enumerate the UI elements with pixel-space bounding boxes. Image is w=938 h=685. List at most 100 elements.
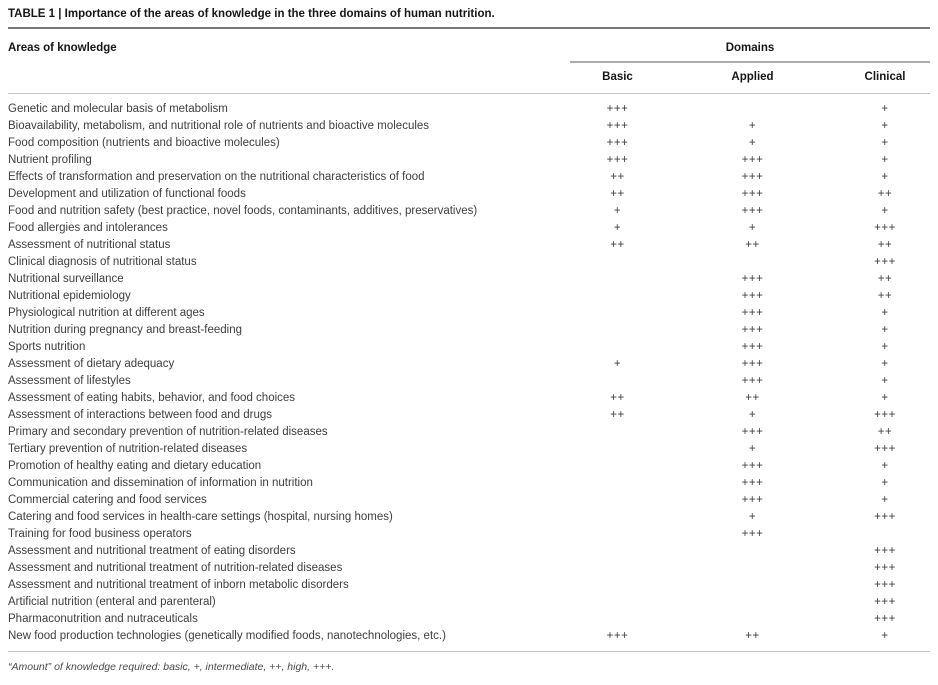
area-cell: Tertiary prevention of nutrition-related… <box>8 443 248 455</box>
applied-value-cell <box>665 611 840 628</box>
basic-value-cell <box>570 560 665 577</box>
table-row: Assessment and nutritional treatment of … <box>8 577 930 594</box>
table-row: Food composition (nutrients and bioactiv… <box>8 135 930 152</box>
basic-value-cell: +++ <box>606 137 629 149</box>
applied-value-cell: ++ <box>745 392 760 404</box>
clinical-value-cell: +++ <box>874 579 896 591</box>
table-row: Nutrient profiling +++ +++ + <box>8 152 930 169</box>
area-cell: Physiological nutrition at different age… <box>8 307 205 319</box>
applied-value-cell: +++ <box>741 290 764 302</box>
applied-value-cell: +++ <box>741 324 764 336</box>
clinical-value-cell: ++ <box>877 273 893 285</box>
footer-rule <box>8 651 930 652</box>
applied-value-cell: ++ <box>745 630 760 642</box>
table-row: Tertiary prevention of nutrition-related… <box>8 441 930 458</box>
basic-value-cell <box>570 305 665 322</box>
basic-value-cell <box>570 492 665 509</box>
table-row: Genetic and molecular basis of metabolis… <box>8 94 930 118</box>
clinical-value-cell: + <box>881 307 889 319</box>
basic-value-cell <box>570 611 665 628</box>
clinical-value-cell: ++ <box>877 426 893 438</box>
area-cell: Food and nutrition safety (best practice… <box>8 205 478 217</box>
clinical-value-cell: ++ <box>877 239 893 251</box>
clinical-value-cell: + <box>881 137 889 149</box>
basic-value-cell: +++ <box>606 630 629 642</box>
table-row: Assessment of nutritional status ++ ++ ++ <box>8 237 930 254</box>
basic-value-cell: +++ <box>606 154 629 166</box>
table-row: Development and utilization of functiona… <box>8 186 930 203</box>
basic-value-cell <box>570 373 665 390</box>
table-row: Assessment of interactions between food … <box>8 407 930 424</box>
basic-value-cell <box>570 543 665 560</box>
basic-value-cell <box>570 339 665 356</box>
table-row: Training for food business operators +++ <box>8 526 930 543</box>
clinical-value-cell: +++ <box>874 256 896 268</box>
clinical-value-cell: +++ <box>874 613 896 625</box>
area-cell: Effects of transformation and preservati… <box>8 171 425 183</box>
table-row: Promotion of healthy eating and dietary … <box>8 458 930 475</box>
applied-value-cell: + <box>748 120 757 132</box>
area-cell: Assessment and nutritional treatment of … <box>8 579 349 591</box>
area-cell: New food production technologies (geneti… <box>8 630 446 642</box>
area-cell: Assessment of eating habits, behavior, a… <box>8 392 296 404</box>
basic-value-cell: + <box>613 222 622 234</box>
applied-value-cell <box>665 94 840 118</box>
basic-value-cell <box>570 254 665 271</box>
title-rule <box>8 27 930 29</box>
applied-value-cell: +++ <box>741 188 764 200</box>
area-cell: Nutrient profiling <box>8 154 92 166</box>
applied-value-cell: +++ <box>741 358 764 370</box>
clinical-value-cell: + <box>881 494 889 506</box>
applied-value-cell: + <box>748 409 757 421</box>
basic-value-cell <box>570 288 665 305</box>
applied-value-cell: + <box>748 511 757 523</box>
area-cell: Catering and food services in health-car… <box>8 511 393 523</box>
basic-value-cell <box>570 577 665 594</box>
table-row: Sports nutrition +++ + <box>8 339 930 356</box>
basic-value-cell <box>570 475 665 492</box>
basic-value-cell <box>570 271 665 288</box>
table-header: Areas of knowledge Domains Basic Applied… <box>8 29 930 94</box>
clinical-value-cell: + <box>881 120 889 132</box>
clinical-value-cell <box>840 526 930 543</box>
table-row: New food production technologies (geneti… <box>8 628 930 648</box>
basic-value-cell: + <box>613 358 622 370</box>
table-row: Food and nutrition safety (best practice… <box>8 203 930 220</box>
clinical-value-cell: + <box>881 477 889 489</box>
applied-value-cell: + <box>748 222 757 234</box>
area-cell: Communication and dissemination of infor… <box>8 477 313 489</box>
clinical-value-cell: + <box>881 154 889 166</box>
area-cell: Development and utilization of functiona… <box>8 188 246 200</box>
area-cell: Assessment of lifestyles <box>8 375 131 387</box>
clinical-column-header: Clinical <box>839 62 930 94</box>
basic-value-cell: ++ <box>610 239 625 251</box>
basic-value-cell: ++ <box>610 392 625 404</box>
applied-value-cell: + <box>748 137 757 149</box>
basic-value-cell: +++ <box>606 103 629 115</box>
area-cell: Clinical diagnosis of nutritional status <box>8 256 197 268</box>
area-cell: Pharmaconutrition and nutraceuticals <box>8 613 198 625</box>
table-row: Assessment and nutritional treatment of … <box>8 560 930 577</box>
table-caption: TABLE 1 | Importance of the areas of kno… <box>8 8 495 20</box>
basic-value-cell: + <box>613 205 622 217</box>
table-row: Nutritional surveillance +++ ++ <box>8 271 930 288</box>
area-cell: Training for food business operators <box>8 528 192 540</box>
table-row: Nutrition during pregnancy and breast-fe… <box>8 322 930 339</box>
basic-column-header: Basic <box>569 62 665 94</box>
domains-group-header: Domains <box>569 29 930 63</box>
area-cell: Nutrition during pregnancy and breast-fe… <box>8 324 242 336</box>
area-cell: Assessment and nutritional treatment of … <box>8 545 296 557</box>
area-cell: Food allergies and intolerances <box>8 222 168 234</box>
table-row: Pharmaconutrition and nutraceuticals +++ <box>8 611 930 628</box>
basic-value-cell: +++ <box>606 120 629 132</box>
clinical-value-cell: +++ <box>874 562 896 574</box>
area-cell: Nutritional epidemiology <box>8 290 131 302</box>
basic-value-cell: ++ <box>610 188 625 200</box>
group-header-row: Areas of knowledge Domains <box>8 29 930 94</box>
applied-value-cell: +++ <box>741 528 764 540</box>
applied-value-cell <box>665 577 840 594</box>
applied-value-cell: + <box>748 443 757 455</box>
table-row: Clinical diagnosis of nutritional status… <box>8 254 930 271</box>
area-cell: Bioavailability, metabolism, and nutriti… <box>8 120 430 132</box>
